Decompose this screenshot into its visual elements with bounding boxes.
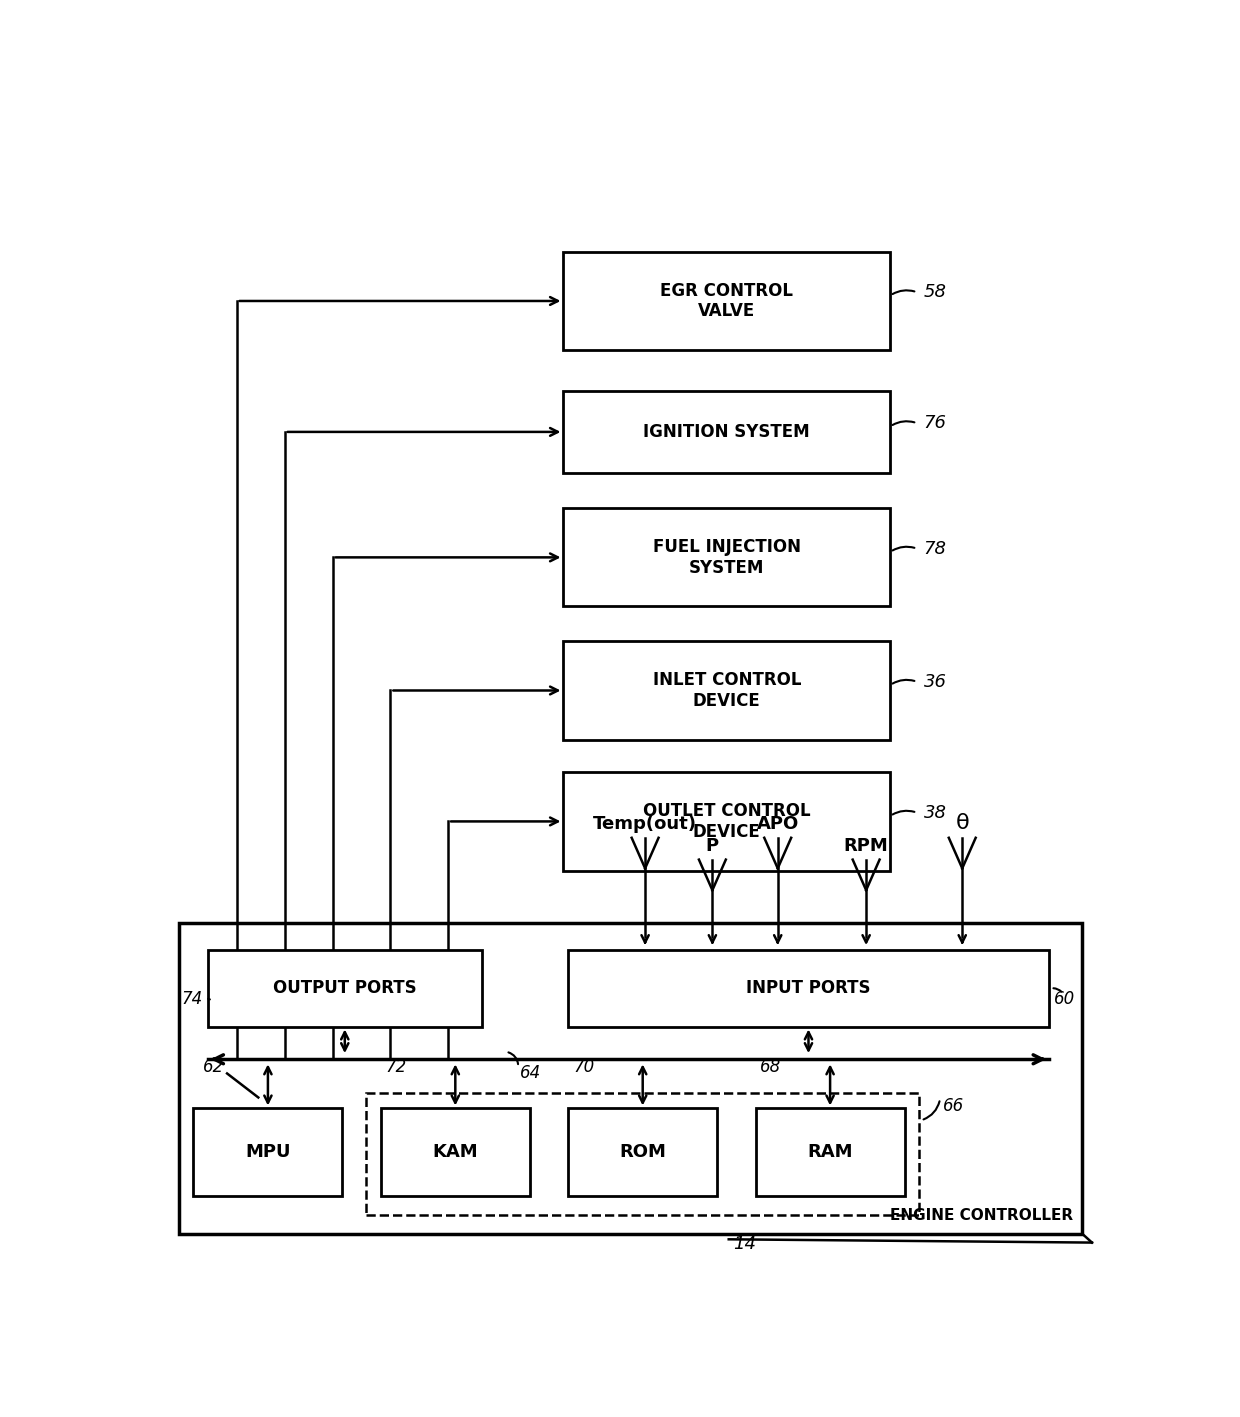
Bar	[563, 391, 890, 473]
Text: 66: 66	[942, 1097, 965, 1115]
Text: 14: 14	[734, 1236, 756, 1254]
Text: 76: 76	[924, 414, 947, 432]
Text: 68: 68	[760, 1058, 781, 1076]
Bar	[563, 509, 890, 606]
Bar	[563, 252, 890, 350]
Bar	[568, 951, 1049, 1026]
Text: 60: 60	[1054, 990, 1075, 1009]
Text: OUTPUT PORTS: OUTPUT PORTS	[273, 979, 417, 998]
Text: 36: 36	[924, 673, 947, 690]
Text: RPM: RPM	[843, 837, 889, 856]
Text: KAM: KAM	[433, 1144, 479, 1161]
Text: ENGINE CONTROLLER: ENGINE CONTROLLER	[889, 1207, 1073, 1223]
Text: 70: 70	[573, 1058, 594, 1076]
Text: 58: 58	[924, 283, 947, 302]
Text: 78: 78	[924, 540, 947, 558]
Text: Temp(out): Temp(out)	[593, 815, 697, 833]
Bar	[367, 1093, 919, 1216]
Text: 62: 62	[203, 1058, 224, 1076]
Text: θ: θ	[955, 813, 970, 833]
Text: EGR CONTROL
VALVE: EGR CONTROL VALVE	[660, 282, 794, 320]
Text: 72: 72	[386, 1058, 407, 1076]
Text: OUTLET CONTROL
DEVICE: OUTLET CONTROL DEVICE	[644, 802, 811, 840]
Text: INLET CONTROL
DEVICE: INLET CONTROL DEVICE	[652, 672, 801, 710]
Text: FUEL INJECTION
SYSTEM: FUEL INJECTION SYSTEM	[652, 538, 801, 577]
Bar	[755, 1108, 905, 1196]
Text: MPU: MPU	[246, 1144, 290, 1161]
Text: 74: 74	[182, 990, 203, 1009]
Bar	[381, 1108, 529, 1196]
Bar	[568, 1108, 717, 1196]
Bar	[193, 1108, 342, 1196]
Text: IGNITION SYSTEM: IGNITION SYSTEM	[644, 422, 810, 441]
Bar	[208, 951, 481, 1026]
Text: APO: APO	[756, 815, 799, 833]
Text: 38: 38	[924, 803, 947, 822]
Bar	[563, 772, 890, 870]
Bar	[563, 642, 890, 740]
Bar	[179, 922, 1083, 1234]
Text: RAM: RAM	[807, 1144, 853, 1161]
Text: 64: 64	[521, 1064, 542, 1083]
Text: INPUT PORTS: INPUT PORTS	[746, 979, 870, 998]
Text: P: P	[706, 837, 719, 856]
Text: ROM: ROM	[619, 1144, 666, 1161]
